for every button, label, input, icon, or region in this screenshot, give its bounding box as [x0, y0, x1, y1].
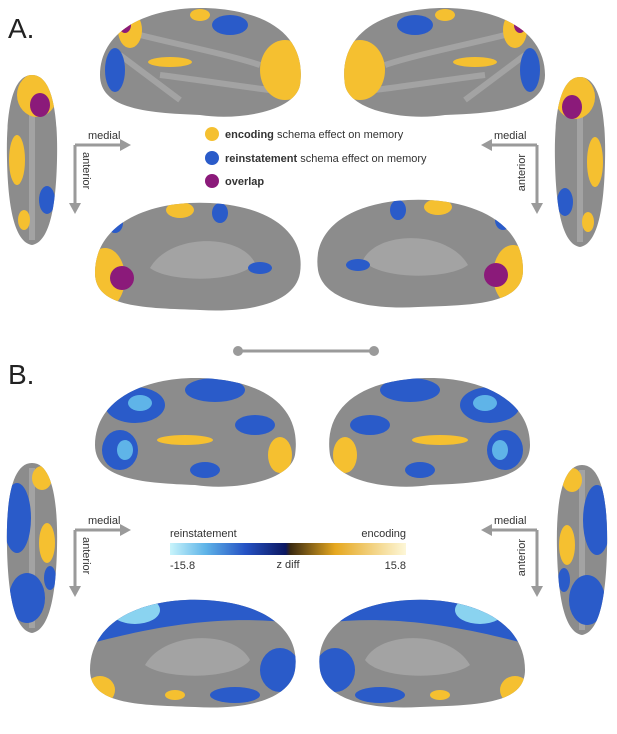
- brain-medial-right: [308, 195, 533, 315]
- arrow-head: [69, 203, 81, 214]
- legend-term: reinstatement: [225, 153, 297, 165]
- brain-view-left: [2, 458, 62, 638]
- brain-medial-left: [85, 595, 305, 715]
- orientation-label: medial: [88, 130, 120, 142]
- orientation-right: medial anterior: [481, 130, 543, 214]
- legend: encoding schema effect on memory reinsta…: [205, 127, 427, 188]
- brain-view-right: [550, 72, 610, 252]
- legend-entry: reinstatement schema effect on memory: [225, 153, 427, 165]
- legend-entry: encoding schema effect on memory: [225, 129, 404, 141]
- orientation-left: medial anterior: [69, 515, 131, 597]
- colorbar-left-label: reinstatement: [170, 528, 237, 540]
- arrow-head: [531, 586, 543, 597]
- brain-medial-left: [85, 198, 310, 318]
- arrow-head: [120, 524, 131, 536]
- legend-term: encoding: [225, 129, 274, 141]
- legend-text: schema effect on memory: [277, 129, 404, 141]
- colorbar-right-label: encoding: [361, 528, 406, 540]
- brain-lateral-right: [320, 365, 540, 495]
- separator: [233, 346, 379, 356]
- colorbar-title: z diff: [276, 559, 300, 571]
- brain-lateral-right: [335, 0, 555, 125]
- orientation-label: medial: [494, 130, 526, 142]
- arrow-head: [120, 139, 131, 151]
- orientation-label: anterior: [516, 154, 528, 192]
- panel-label: A.: [8, 13, 34, 44]
- orientation-label: medial: [88, 515, 120, 527]
- brain-medial-right: [310, 595, 530, 715]
- legend-swatch: [205, 127, 219, 141]
- colorbar-min: -15.8: [170, 560, 195, 572]
- legend-swatch: [205, 174, 219, 188]
- brain-view-left: [2, 70, 62, 250]
- legend-term: overlap: [225, 176, 264, 188]
- arrow-head: [481, 139, 492, 151]
- orientation-label: anterior: [516, 539, 528, 577]
- orientation-right: medial anterior: [481, 515, 543, 597]
- brain-view-right: [552, 460, 612, 640]
- brain-lateral-left: [85, 365, 305, 495]
- brain-lateral-left: [90, 0, 310, 125]
- orientation-left: medial anterior: [69, 130, 131, 214]
- colorbar-max: 15.8: [385, 560, 406, 572]
- orientation-label: anterior: [80, 152, 92, 190]
- arrow-head: [481, 524, 492, 536]
- orientation-label: medial: [494, 515, 526, 527]
- arrow-head: [531, 203, 543, 214]
- legend-text: schema effect on memory: [300, 153, 427, 165]
- colorbar-gradient: [170, 543, 406, 555]
- arrow-head: [69, 586, 81, 597]
- legend-swatch: [205, 151, 219, 165]
- orientation-label: anterior: [80, 537, 92, 575]
- panel-label: B.: [8, 359, 34, 390]
- colorbar: reinstatement encoding -15.8 15.8 z diff: [170, 528, 406, 572]
